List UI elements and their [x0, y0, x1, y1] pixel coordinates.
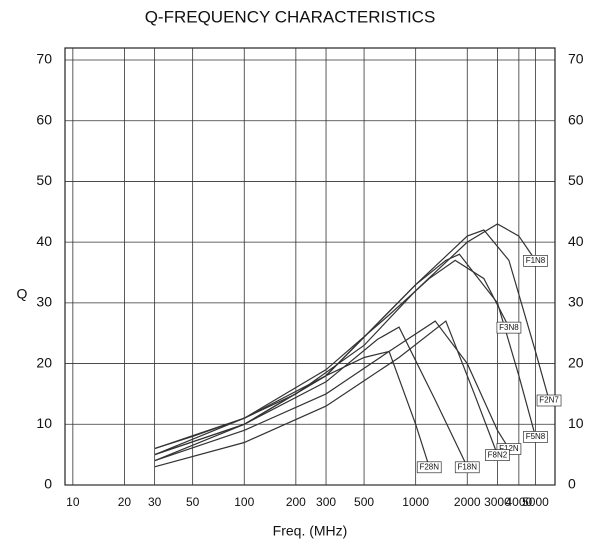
chart-title: Q-FREQUENCY CHARACTERISTICS [145, 7, 436, 26]
y-tick-label: 70 [36, 51, 52, 67]
y-tick-label: 0 [44, 476, 52, 492]
x-tick-label: 200 [286, 495, 306, 509]
x-tick-label: 10 [66, 495, 80, 509]
x-tick-label: 500 [354, 495, 374, 509]
curve-label: F18N [457, 462, 477, 471]
curve-tag-box [536, 394, 562, 407]
plot-frame [64, 47, 556, 486]
curve-tag-box [523, 431, 548, 443]
curve [154, 320, 499, 468]
y-tick-label: 60 [36, 111, 52, 127]
curve [154, 326, 468, 468]
y2-tick-label: 40 [568, 233, 584, 249]
curve-tag-box [523, 255, 548, 267]
curve-label: F3N8 [499, 323, 519, 332]
y2-tick-label: 30 [568, 294, 584, 310]
y-tick-label: 30 [36, 294, 52, 310]
y-tick-label: 10 [36, 415, 52, 431]
curve [154, 223, 536, 450]
curve-label: F12N [499, 444, 519, 453]
curve-tag-box [496, 321, 522, 334]
curve-label: F8N2 [488, 450, 508, 459]
y-tick-label: 50 [36, 172, 52, 188]
curve [154, 320, 510, 462]
curve-label: F2N7 [539, 396, 559, 405]
x-tick-label: 30 [148, 495, 162, 509]
y-axis-title: Q [17, 286, 28, 302]
x-tick-label: 5000 [522, 495, 549, 509]
curve-tag-box [454, 461, 480, 474]
x-tick-label: 3000 [484, 495, 511, 509]
x-tick-label: 2000 [454, 495, 481, 509]
y2-tick-label: 60 [568, 111, 584, 127]
x-tick-label: 4000 [506, 495, 533, 509]
curve-label: F1N8 [526, 256, 546, 265]
y-tick-label: 40 [36, 233, 52, 249]
curve [154, 350, 430, 467]
x-axis-title: Freq. (MHz) [273, 523, 348, 539]
y2-tick-label: 70 [568, 51, 584, 67]
x-tick-label: 1000 [402, 495, 429, 509]
x-tick-label: 100 [234, 495, 254, 509]
y2-tick-label: 50 [568, 172, 584, 188]
y2-tick-label: 20 [568, 354, 584, 370]
curve [154, 229, 550, 456]
y2-tick-label: 10 [568, 415, 584, 431]
x-tick-label: 20 [118, 495, 132, 509]
curve-label: F28N [419, 462, 439, 471]
curve-tag-box [485, 449, 510, 461]
curve [154, 259, 510, 450]
curve [154, 253, 537, 456]
curve-tag-box [416, 461, 442, 474]
curve-label: F5N8 [526, 432, 546, 441]
y2-tick-label: 0 [568, 476, 576, 492]
x-tick-label: 300 [316, 495, 336, 509]
x-tick-label: 50 [186, 495, 200, 509]
y-tick-label: 20 [36, 354, 52, 370]
